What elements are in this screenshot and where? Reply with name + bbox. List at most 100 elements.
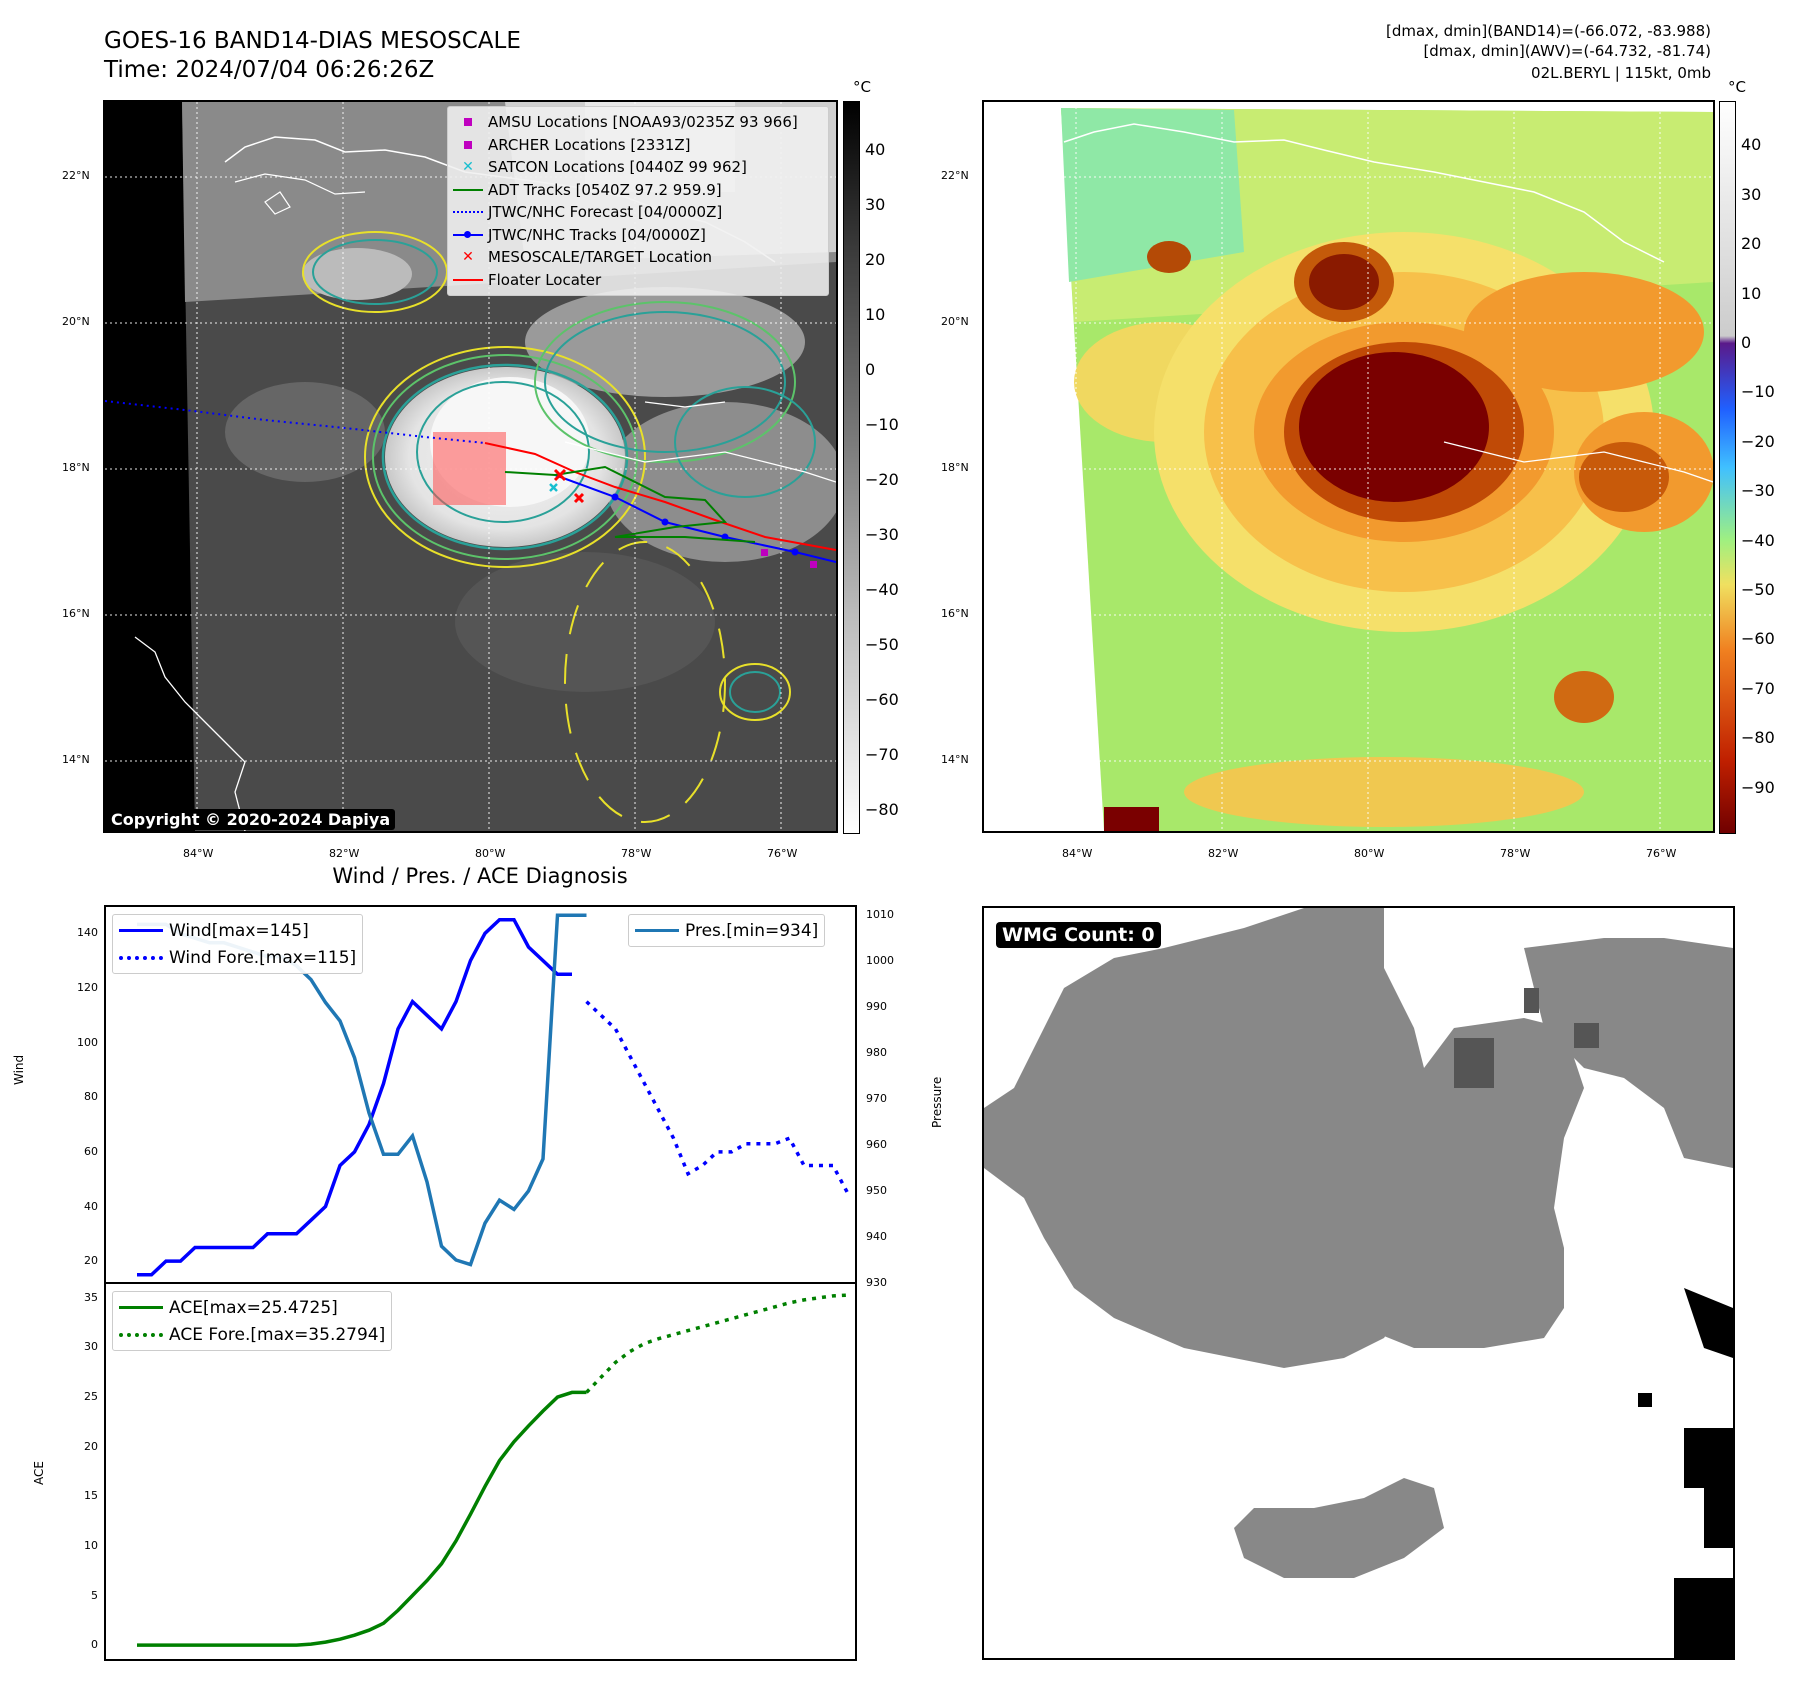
- ace-tick-label: 30: [84, 1340, 98, 1354]
- pressure-axis-label: Pressure: [930, 1076, 944, 1128]
- left-colorbar-tick: −80: [865, 800, 899, 819]
- ir-map-panel: AMSU Locations [NOAA93/0235Z 93 966] ARC…: [103, 100, 838, 833]
- ace-tick-label: 20: [84, 1439, 98, 1453]
- left-colorbar: [843, 101, 860, 834]
- right-colorbar-unit: °C: [1728, 78, 1746, 96]
- awv-map-lat-label: 22°N: [941, 169, 969, 182]
- wind-tick-label: 140: [77, 926, 98, 940]
- map-legend: AMSU Locations [NOAA93/0235Z 93 966] ARC…: [447, 106, 829, 296]
- legend-item-satcon: ✕ SATCON Locations [0440Z 99 962]: [448, 156, 828, 179]
- main-title-line2: Time: 2024/07/04 06:26:26Z: [104, 57, 435, 83]
- x-marker-icon: ✕: [462, 159, 474, 176]
- right-colorbar-tick: 20: [1741, 234, 1762, 254]
- pressure-tick-label: 1010: [866, 908, 894, 922]
- wind-axis-label: Wind: [12, 1054, 26, 1085]
- ace-tick-label: 5: [91, 1588, 98, 1602]
- ir-map-lat-label: 20°N: [62, 315, 90, 328]
- wmg-count-badge: WMG Count: 0: [996, 922, 1161, 948]
- dotted-line-icon: [448, 201, 488, 223]
- ir-map-lon-label: 82°W: [329, 847, 360, 860]
- left-colorbar-unit: °C: [853, 78, 871, 96]
- dotted-line-icon: [113, 1332, 169, 1337]
- right-colorbar-tick: −30: [1741, 481, 1775, 501]
- line-dot-marker-icon: [448, 224, 488, 246]
- dotted-line-icon: [113, 955, 169, 960]
- legend-item-ace: ACE[max=25.4725]: [113, 1294, 391, 1321]
- awv-map-panel: [982, 100, 1715, 833]
- wind-tick-label: 100: [77, 1035, 98, 1049]
- pressure-tick-label: 970: [866, 1092, 887, 1106]
- x-marker-icon: ✕: [462, 249, 474, 266]
- left-colorbar-tick: 20: [865, 250, 886, 270]
- line-marker-icon: [448, 179, 488, 201]
- solid-line-icon: [113, 929, 169, 932]
- header-right-line1: [dmax, dmin](BAND14)=(-66.072, -83.988): [1386, 22, 1711, 40]
- legend-item-ace-forecast: ACE Fore.[max=35.2794]: [113, 1321, 391, 1348]
- ace-tick-label: 35: [84, 1290, 98, 1304]
- ace-tick-label: 0: [91, 1638, 98, 1652]
- ace-tick-label: 15: [84, 1489, 98, 1503]
- awv-map-lon-label: 78°W: [1500, 847, 1531, 860]
- awv-map-lon-label: 80°W: [1354, 847, 1385, 860]
- right-colorbar-tick: −50: [1741, 579, 1775, 599]
- legend-item-tracks: JTWC/NHC Tracks [04/0000Z]: [448, 224, 828, 247]
- ace-tick-label: 25: [84, 1390, 98, 1404]
- awv-map-lon-label: 82°W: [1208, 847, 1239, 860]
- right-colorbar-tick: −20: [1741, 431, 1775, 451]
- left-colorbar-tick: −70: [865, 745, 899, 765]
- ir-map-lon-label: 76°W: [767, 847, 798, 860]
- pressure-tick-label: 1000: [866, 954, 894, 968]
- right-colorbar-tick: −90: [1741, 777, 1775, 797]
- wind-tick-label: 20: [84, 1254, 98, 1268]
- pressure-tick-label: 940: [866, 1230, 887, 1244]
- wind-legend: Wind[max=145] Wind Fore.[max=115]: [112, 914, 364, 974]
- left-colorbar-tick: 30: [865, 195, 886, 215]
- pressure-tick-label: 980: [866, 1046, 887, 1060]
- square-marker-icon: [448, 134, 488, 156]
- legend-item-wind-forecast: Wind Fore.[max=115]: [113, 944, 362, 971]
- legend-item-amsu: AMSU Locations [NOAA93/0235Z 93 966]: [448, 111, 828, 134]
- ir-map-lat-label: 16°N: [62, 607, 90, 620]
- ace-legend: ACE[max=25.4725] ACE Fore.[max=35.2794]: [112, 1291, 393, 1351]
- ace-forecast-series-line: [585, 1293, 848, 1394]
- legend-item-archer: ARCHER Locations [2331Z]: [448, 134, 828, 157]
- ace-tick-label: 10: [84, 1538, 98, 1552]
- right-colorbar-tick: −40: [1741, 530, 1775, 550]
- left-colorbar-tick: −20: [865, 470, 899, 490]
- left-colorbar-tick: 40: [865, 140, 886, 160]
- awv-map-lat-label: 14°N: [941, 753, 969, 766]
- left-colorbar-tick: −40: [865, 580, 899, 600]
- ir-map-lat-label: 14°N: [62, 753, 90, 766]
- ir-map-lat-label: 22°N: [62, 169, 90, 182]
- left-colorbar-tick: −50: [865, 635, 899, 655]
- ace-series-line: [137, 1390, 587, 1647]
- pressure-tick-label: 990: [866, 1000, 887, 1014]
- header-right-line3: 02L.BERYL | 115kt, 0mb: [1531, 64, 1711, 82]
- awv-map-image: [984, 102, 1713, 831]
- main-title-line1: GOES-16 BAND14-DIAS MESOSCALE: [104, 28, 521, 54]
- solid-line-icon: [629, 929, 685, 932]
- solid-line-icon: [113, 1306, 169, 1309]
- square-marker-icon: [448, 111, 488, 133]
- awv-map-lon-label: 76°W: [1646, 847, 1677, 860]
- right-colorbar-tick: 0: [1741, 333, 1752, 353]
- right-colorbar-tick: −10: [1741, 382, 1775, 402]
- wind-forecast-series-line: [585, 1000, 850, 1194]
- awv-map-lat-label: 16°N: [941, 607, 969, 620]
- wmg-grid-image: [984, 908, 1733, 1658]
- line-marker-icon: [448, 269, 488, 291]
- wind-tick-label: 120: [77, 980, 98, 994]
- awv-map-lon-label: 84°W: [1062, 847, 1093, 860]
- pressure-tick-label: 960: [866, 1138, 887, 1152]
- legend-item-pressure: Pres.[min=934]: [629, 917, 824, 944]
- left-colorbar-tick: −30: [865, 525, 899, 545]
- wind-tick-label: 80: [84, 1090, 98, 1104]
- wmg-panel: WMG Count: 0: [982, 906, 1735, 1660]
- right-colorbar-tick: −70: [1741, 678, 1775, 698]
- ace-axis-label: ACE: [32, 1461, 46, 1485]
- awv-map-lat-label: 20°N: [941, 315, 969, 328]
- right-colorbar: [1719, 101, 1736, 834]
- wind-tick-label: 40: [84, 1199, 98, 1213]
- left-colorbar-tick: −60: [865, 690, 899, 710]
- header-right-line2: [dmax, dmin](AWV)=(-64.732, -81.74): [1423, 42, 1711, 60]
